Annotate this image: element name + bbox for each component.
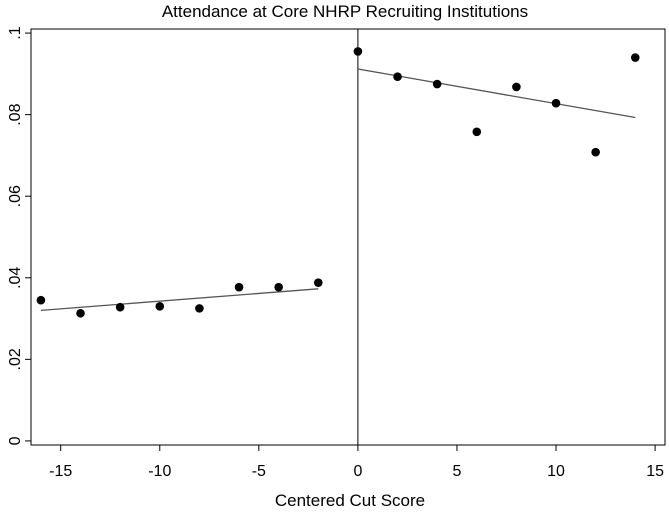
- x-tick-label: 10: [547, 463, 565, 480]
- x-tick-label: -5: [252, 463, 266, 480]
- data-point: [432, 79, 442, 89]
- y-axis: 0 .02 .04 .06 .08 .1: [7, 26, 31, 445]
- data-point: [195, 304, 204, 313]
- data-point: [115, 302, 125, 312]
- data-point: [313, 278, 323, 287]
- data-point: [393, 72, 402, 82]
- data-point: [36, 295, 46, 305]
- y-tick-label: .1: [7, 26, 24, 39]
- chart-title: Attendance at Core NHRP Recruiting Insti…: [162, 2, 528, 21]
- y-tick-label: .02: [7, 348, 24, 370]
- data-point: [76, 308, 85, 318]
- x-tick-label: -15: [49, 463, 72, 480]
- fit-lines: [40, 68, 636, 312]
- y-tick-label: .06: [7, 185, 24, 207]
- data-point: [234, 282, 244, 292]
- data-point: [630, 53, 640, 62]
- data-point: [551, 98, 561, 108]
- x-axis-label: Centered Cut Score: [275, 491, 425, 510]
- y-tick-label: .08: [7, 103, 24, 125]
- data-points: [36, 47, 640, 318]
- plot-frame: [30, 28, 666, 446]
- y-tick-label: .04: [7, 267, 24, 289]
- data-point: [472, 127, 482, 137]
- x-tick-label: 5: [453, 463, 462, 480]
- y-tick-label: 0: [7, 436, 24, 445]
- data-point: [591, 147, 600, 157]
- x-axis: -15 -10 -5 0 5 10 15: [49, 445, 664, 480]
- data-point: [155, 302, 165, 311]
- x-tick-label: -10: [148, 463, 171, 480]
- data-point: [353, 47, 363, 56]
- fit-line: [357, 68, 636, 119]
- x-tick-label: 0: [353, 463, 362, 480]
- data-point: [512, 82, 521, 92]
- x-tick-label: 15: [646, 463, 664, 480]
- fit-line: [40, 288, 319, 312]
- data-point: [274, 282, 283, 292]
